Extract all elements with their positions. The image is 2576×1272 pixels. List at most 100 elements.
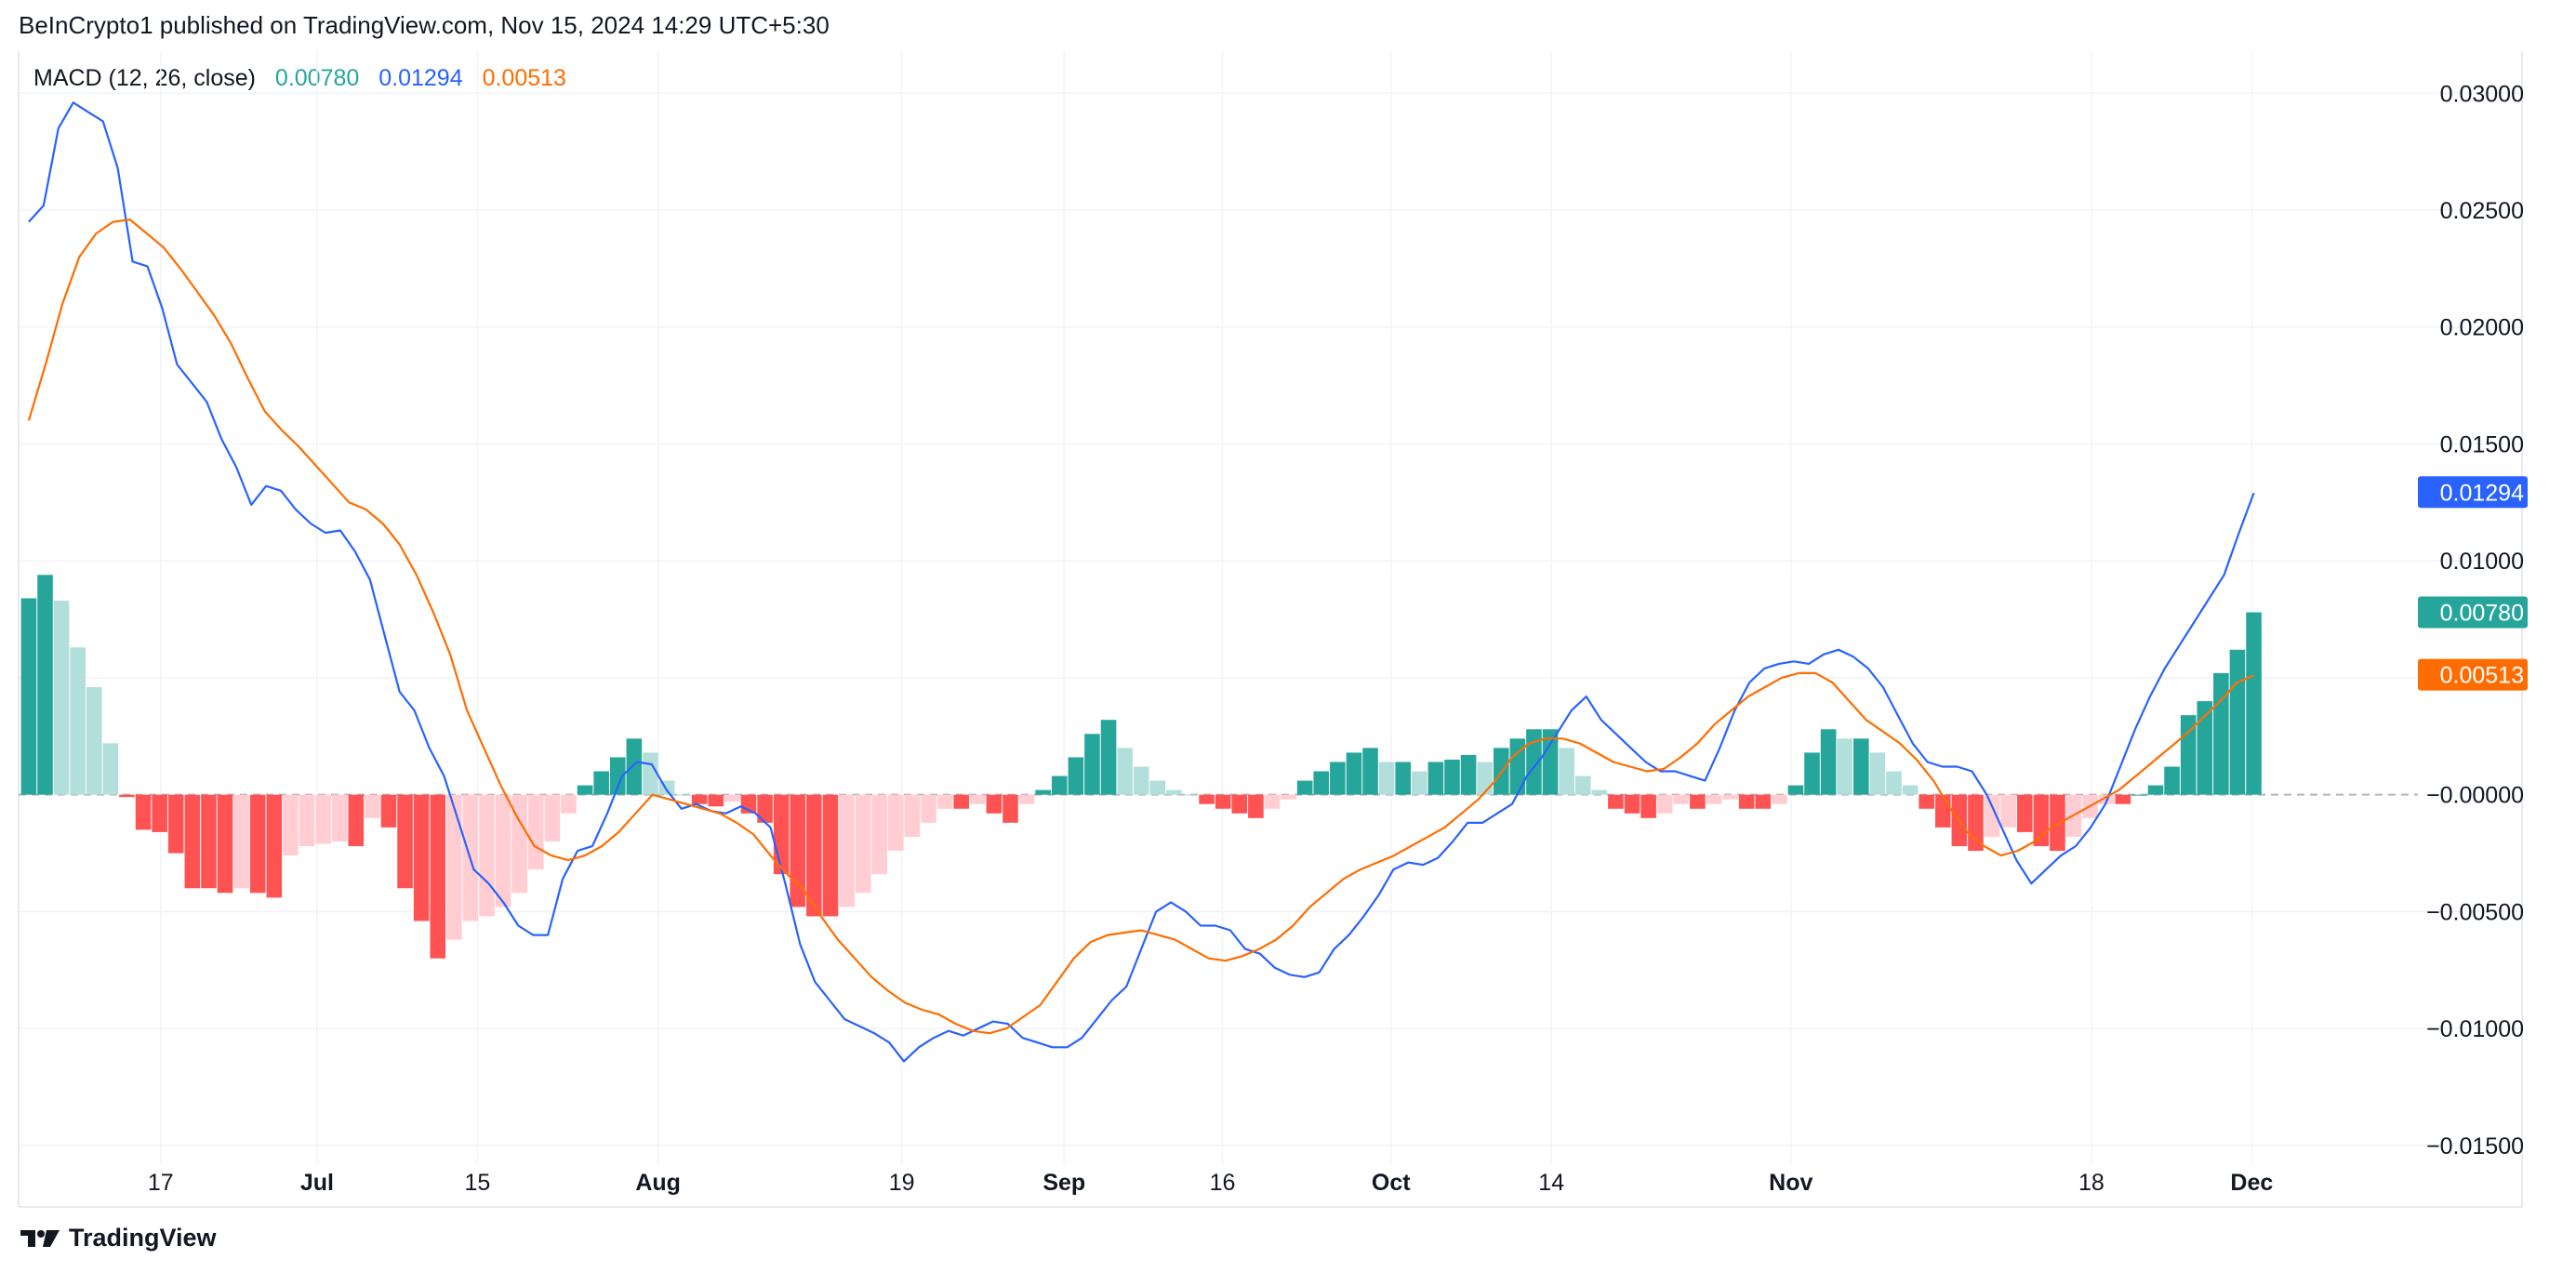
histogram-bar xyxy=(1934,794,1951,828)
macd-line xyxy=(28,101,2255,1063)
histogram-bar xyxy=(2213,672,2229,795)
x-tick-label: 16 xyxy=(1210,1170,1236,1196)
histogram-bar xyxy=(2229,649,2246,795)
histogram-bar xyxy=(1706,794,1722,804)
time-axis[interactable]: 17 Jul 15 Aug 19 Sep 16 Oct 14 Nov 18 Dec xyxy=(148,1170,2273,1196)
histogram-bar xyxy=(1199,794,1215,804)
y-tick-label: −0.00500 xyxy=(2426,899,2524,925)
histogram-bar xyxy=(1673,794,1690,804)
histogram-bar xyxy=(430,794,446,959)
histogram-bar xyxy=(1837,738,1853,795)
histogram-bar xyxy=(757,794,773,823)
histogram-bar xyxy=(790,794,806,908)
histogram-bar xyxy=(348,794,365,846)
histogram-bar xyxy=(1427,762,1444,795)
histogram-bar xyxy=(1820,729,1837,795)
histogram-bar xyxy=(561,794,577,814)
histogram-bar xyxy=(839,794,855,908)
histogram-bar xyxy=(283,794,299,856)
histogram-bar xyxy=(1787,785,1804,795)
y-tick-label: −0.00000 xyxy=(2426,783,2524,809)
histogram-bar xyxy=(1231,794,1248,814)
price-tag xyxy=(2418,596,2528,629)
y-tick-label: 0.03000 xyxy=(2440,81,2524,107)
histogram-bar xyxy=(1330,762,1346,795)
histogram-bar xyxy=(479,794,495,917)
histogram-bar xyxy=(1624,794,1640,814)
histogram-bar xyxy=(921,794,936,823)
signal-value: 0.00513 xyxy=(482,65,566,91)
histogram-bar xyxy=(266,794,283,898)
histogram-bar xyxy=(217,794,233,894)
histogram-bar xyxy=(1166,789,1182,795)
tradingview-logo-icon xyxy=(20,1229,60,1247)
indicator-legend[interactable]: MACD (12, 26, close) 0.00780 0.01294 0.0… xyxy=(33,65,579,92)
price-tag xyxy=(2418,476,2528,509)
histogram-bar xyxy=(233,794,249,889)
histogram-bar xyxy=(201,794,217,889)
price-tag-label: 0.00780 xyxy=(2440,601,2524,627)
histogram-bar xyxy=(626,738,643,795)
histogram-bar xyxy=(1656,794,1673,814)
histogram-bar xyxy=(1035,789,1051,795)
histogram-bar xyxy=(822,794,839,917)
x-tick-label: 14 xyxy=(1538,1170,1564,1196)
y-tick-label: −0.01000 xyxy=(2426,1016,2524,1042)
histogram-bar xyxy=(1444,759,1460,795)
tradingview-brand[interactable]: TradingView xyxy=(19,1224,217,1252)
histogram-bar xyxy=(1215,794,1231,809)
histogram-bar xyxy=(1412,771,1427,795)
histogram-bar xyxy=(1853,738,1869,795)
histogram-bar xyxy=(1281,794,1296,800)
histogram-bar xyxy=(1984,794,2000,837)
histogram-bar xyxy=(1248,794,1264,818)
histogram-bar xyxy=(1460,754,1477,795)
histogram-bar xyxy=(691,794,708,804)
histogram-bar xyxy=(855,794,871,894)
histogram-bar xyxy=(2016,794,2033,832)
histogram-bar xyxy=(511,794,527,894)
histogram-bar xyxy=(953,794,970,809)
x-tick-label: Jul xyxy=(300,1170,334,1196)
y-tick-label: 0.01500 xyxy=(2440,431,2524,457)
histogram-bar xyxy=(1346,752,1362,795)
histogram-bar xyxy=(380,794,397,828)
histogram-bar xyxy=(1084,734,1100,795)
x-tick-label: Oct xyxy=(1372,1170,1411,1196)
x-tick-label: Nov xyxy=(1769,1170,1812,1196)
histogram-bar xyxy=(1772,794,1787,804)
histogram-bar xyxy=(331,794,348,841)
brand-name: TradingView xyxy=(69,1224,217,1252)
histogram-bar xyxy=(1640,794,1656,818)
histogram-bar xyxy=(37,575,53,795)
publisher-attribution: BeInCrypto1 published on TradingView.com… xyxy=(19,11,830,39)
histogram-bar xyxy=(2000,794,2016,828)
histogram-bar xyxy=(152,794,167,832)
histogram-bar xyxy=(1133,766,1149,795)
y-tick-label: −0.01500 xyxy=(2426,1133,2524,1159)
histogram-bar xyxy=(2164,766,2180,795)
histogram-bar xyxy=(1574,775,1591,795)
histogram-bar xyxy=(1313,771,1330,795)
histogram-bar xyxy=(2197,701,2213,795)
histogram-bar xyxy=(1378,762,1395,795)
histogram-bar xyxy=(1182,794,1199,796)
histogram-bar xyxy=(1149,780,1166,795)
histogram-bar xyxy=(167,794,184,854)
histogram-bar xyxy=(184,794,201,889)
histogram-bar xyxy=(365,794,380,818)
histogram-bar xyxy=(20,598,37,795)
histogram-bar xyxy=(806,794,822,917)
histogram-bar xyxy=(249,794,266,894)
signal-line xyxy=(27,219,2254,1035)
histogram-bar xyxy=(135,794,152,830)
y-tick-label: 0.02000 xyxy=(2440,315,2524,341)
histogram-bar xyxy=(986,794,1003,814)
histogram-bar xyxy=(708,794,724,807)
price-tags: 0.01294 0.00780 0.00513 xyxy=(2418,476,2528,691)
x-tick-label: 17 xyxy=(148,1170,174,1196)
histogram-bar xyxy=(675,794,691,796)
x-tick-label: 18 xyxy=(2078,1170,2105,1196)
indicator-title: MACD (12, 26, close) xyxy=(33,65,256,91)
